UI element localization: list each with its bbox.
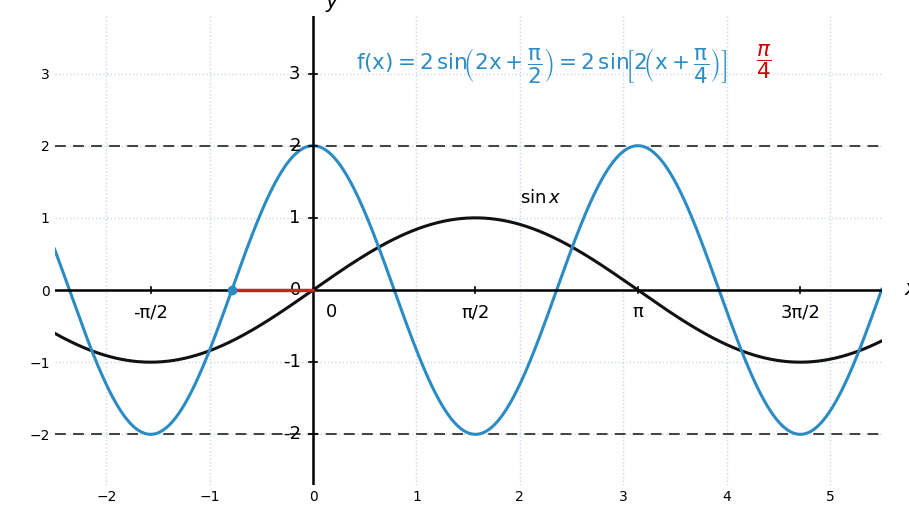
- Text: 0: 0: [289, 281, 301, 299]
- Text: 3π/2: 3π/2: [780, 303, 820, 321]
- Text: $\mathdefault{sin\,}x$: $\mathdefault{sin\,}x$: [520, 189, 562, 207]
- Text: -2: -2: [283, 425, 301, 443]
- Text: $\mathsf{f(x) = 2\,sin\!\left(2x + \dfrac{\pi}{2}\right) = 2\,sin\!\left[2\!\lef: $\mathsf{f(x) = 2\,sin\!\left(2x + \dfra…: [356, 45, 728, 84]
- Text: $\dfrac{\pi}{4}$: $\dfrac{\pi}{4}$: [756, 42, 772, 81]
- Text: 0: 0: [325, 303, 336, 321]
- Text: 2: 2: [289, 136, 301, 155]
- Text: -π/2: -π/2: [134, 303, 168, 321]
- Text: 3: 3: [289, 64, 301, 83]
- Text: 1: 1: [289, 209, 301, 227]
- Text: π/2: π/2: [461, 303, 490, 321]
- Text: y: y: [325, 0, 338, 12]
- Text: π: π: [633, 303, 644, 321]
- Text: -1: -1: [283, 353, 301, 371]
- Text: x: x: [904, 279, 909, 299]
